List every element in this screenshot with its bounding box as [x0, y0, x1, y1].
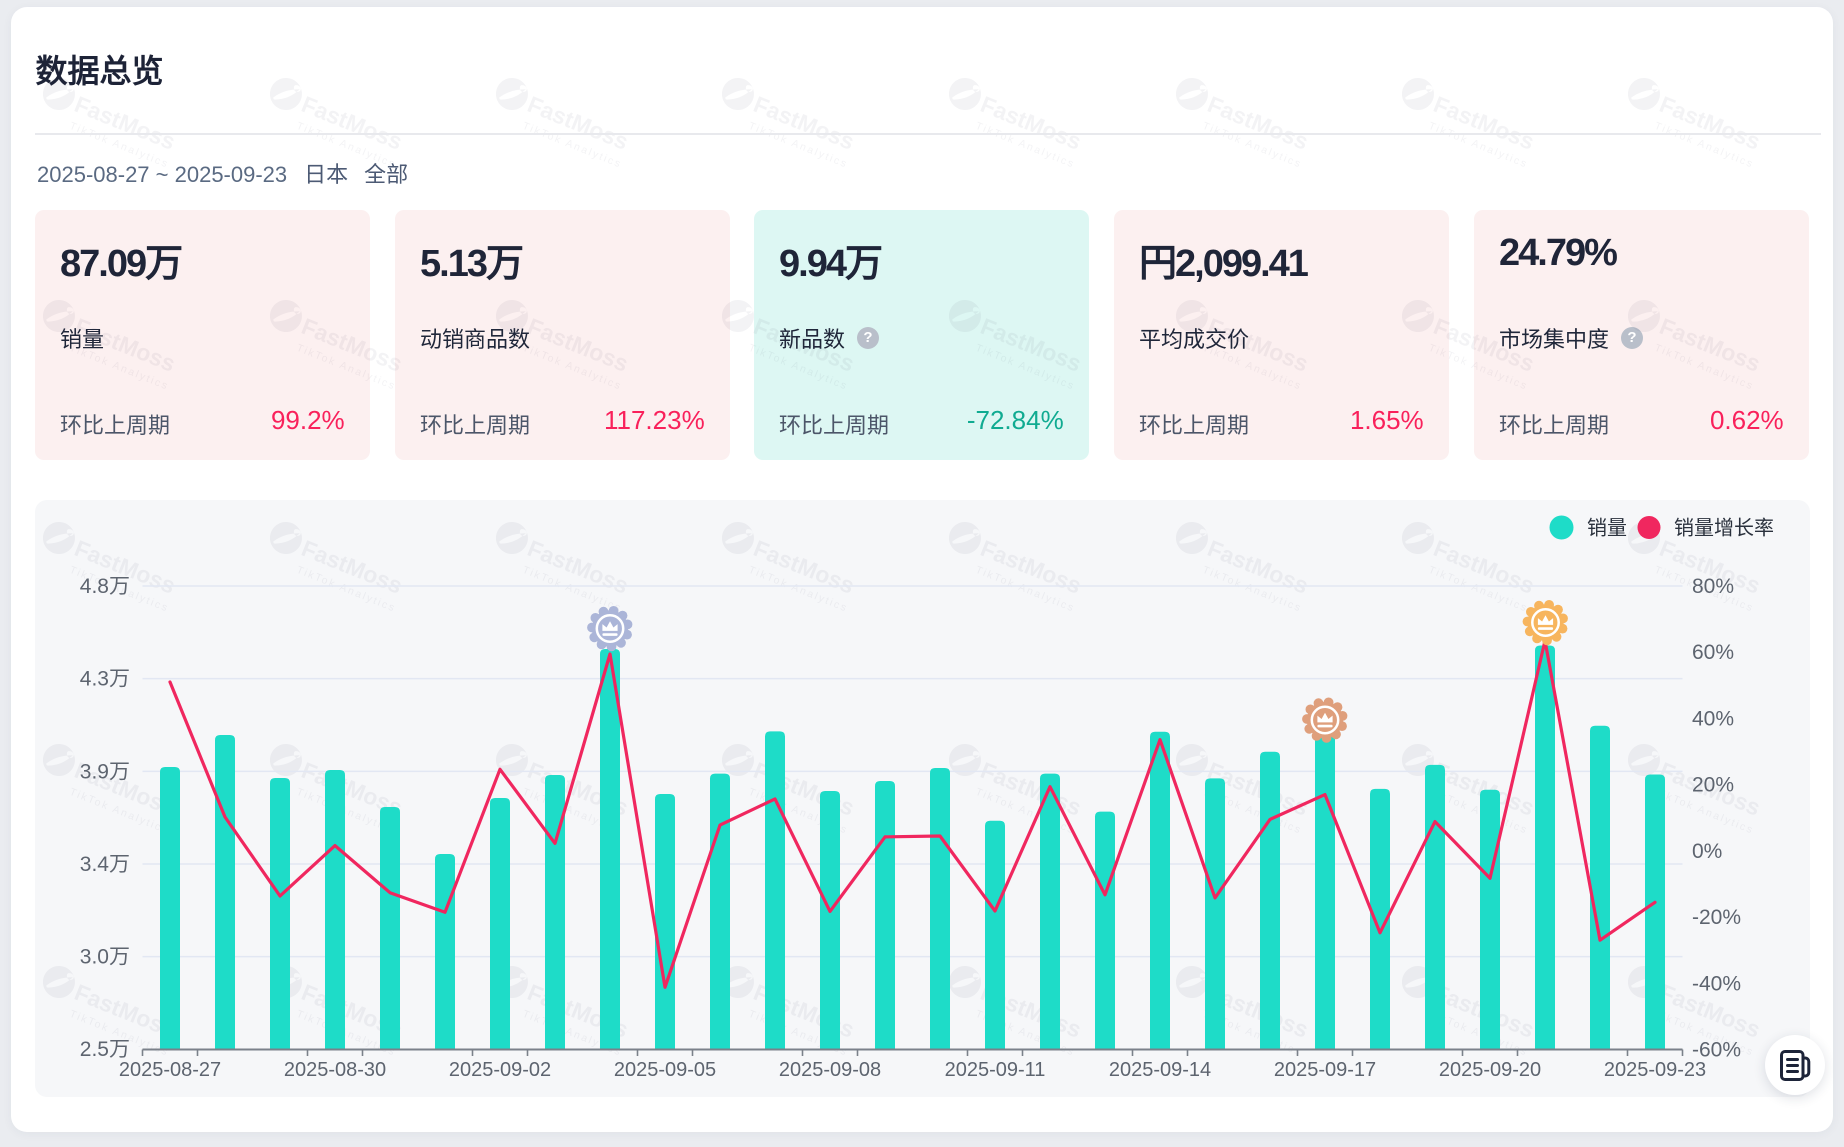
svg-text:20%: 20%: [1692, 774, 1734, 797]
svg-text:2025-08-30: 2025-08-30: [284, 1059, 386, 1081]
svg-text:2025-09-20: 2025-09-20: [1439, 1059, 1541, 1081]
svg-text:60%: 60%: [1692, 641, 1734, 664]
svg-text:2.5万: 2.5万: [80, 1038, 130, 1061]
svg-text:0%: 0%: [1692, 840, 1722, 863]
svg-text:3.4万: 3.4万: [80, 853, 130, 876]
svg-text:2025-09-08: 2025-09-08: [779, 1059, 881, 1081]
svg-text:2025-09-17: 2025-09-17: [1274, 1059, 1376, 1081]
svg-text:销量增长率: 销量增长率: [1674, 517, 1774, 540]
svg-text:2025-09-14: 2025-09-14: [1109, 1059, 1211, 1081]
svg-text:3.0万: 3.0万: [80, 946, 130, 969]
svg-text:4.8万: 4.8万: [80, 575, 130, 598]
svg-text:销量: 销量: [1587, 517, 1627, 540]
svg-text:-20%: -20%: [1692, 906, 1741, 929]
svg-text:4.3万: 4.3万: [80, 668, 130, 691]
svg-text:2025-09-02: 2025-09-02: [449, 1059, 551, 1081]
svg-text:-40%: -40%: [1692, 972, 1741, 995]
svg-text:2025-08-27: 2025-08-27: [119, 1059, 221, 1081]
svg-text:40%: 40%: [1692, 707, 1734, 730]
svg-text:2025-09-05: 2025-09-05: [614, 1059, 716, 1081]
svg-text:2025-09-23: 2025-09-23: [1604, 1059, 1706, 1081]
svg-text:3.9万: 3.9万: [80, 760, 130, 783]
svg-text:2025-09-11: 2025-09-11: [945, 1059, 1046, 1081]
svg-text:-60%: -60%: [1692, 1038, 1741, 1061]
svg-text:80%: 80%: [1692, 575, 1734, 598]
